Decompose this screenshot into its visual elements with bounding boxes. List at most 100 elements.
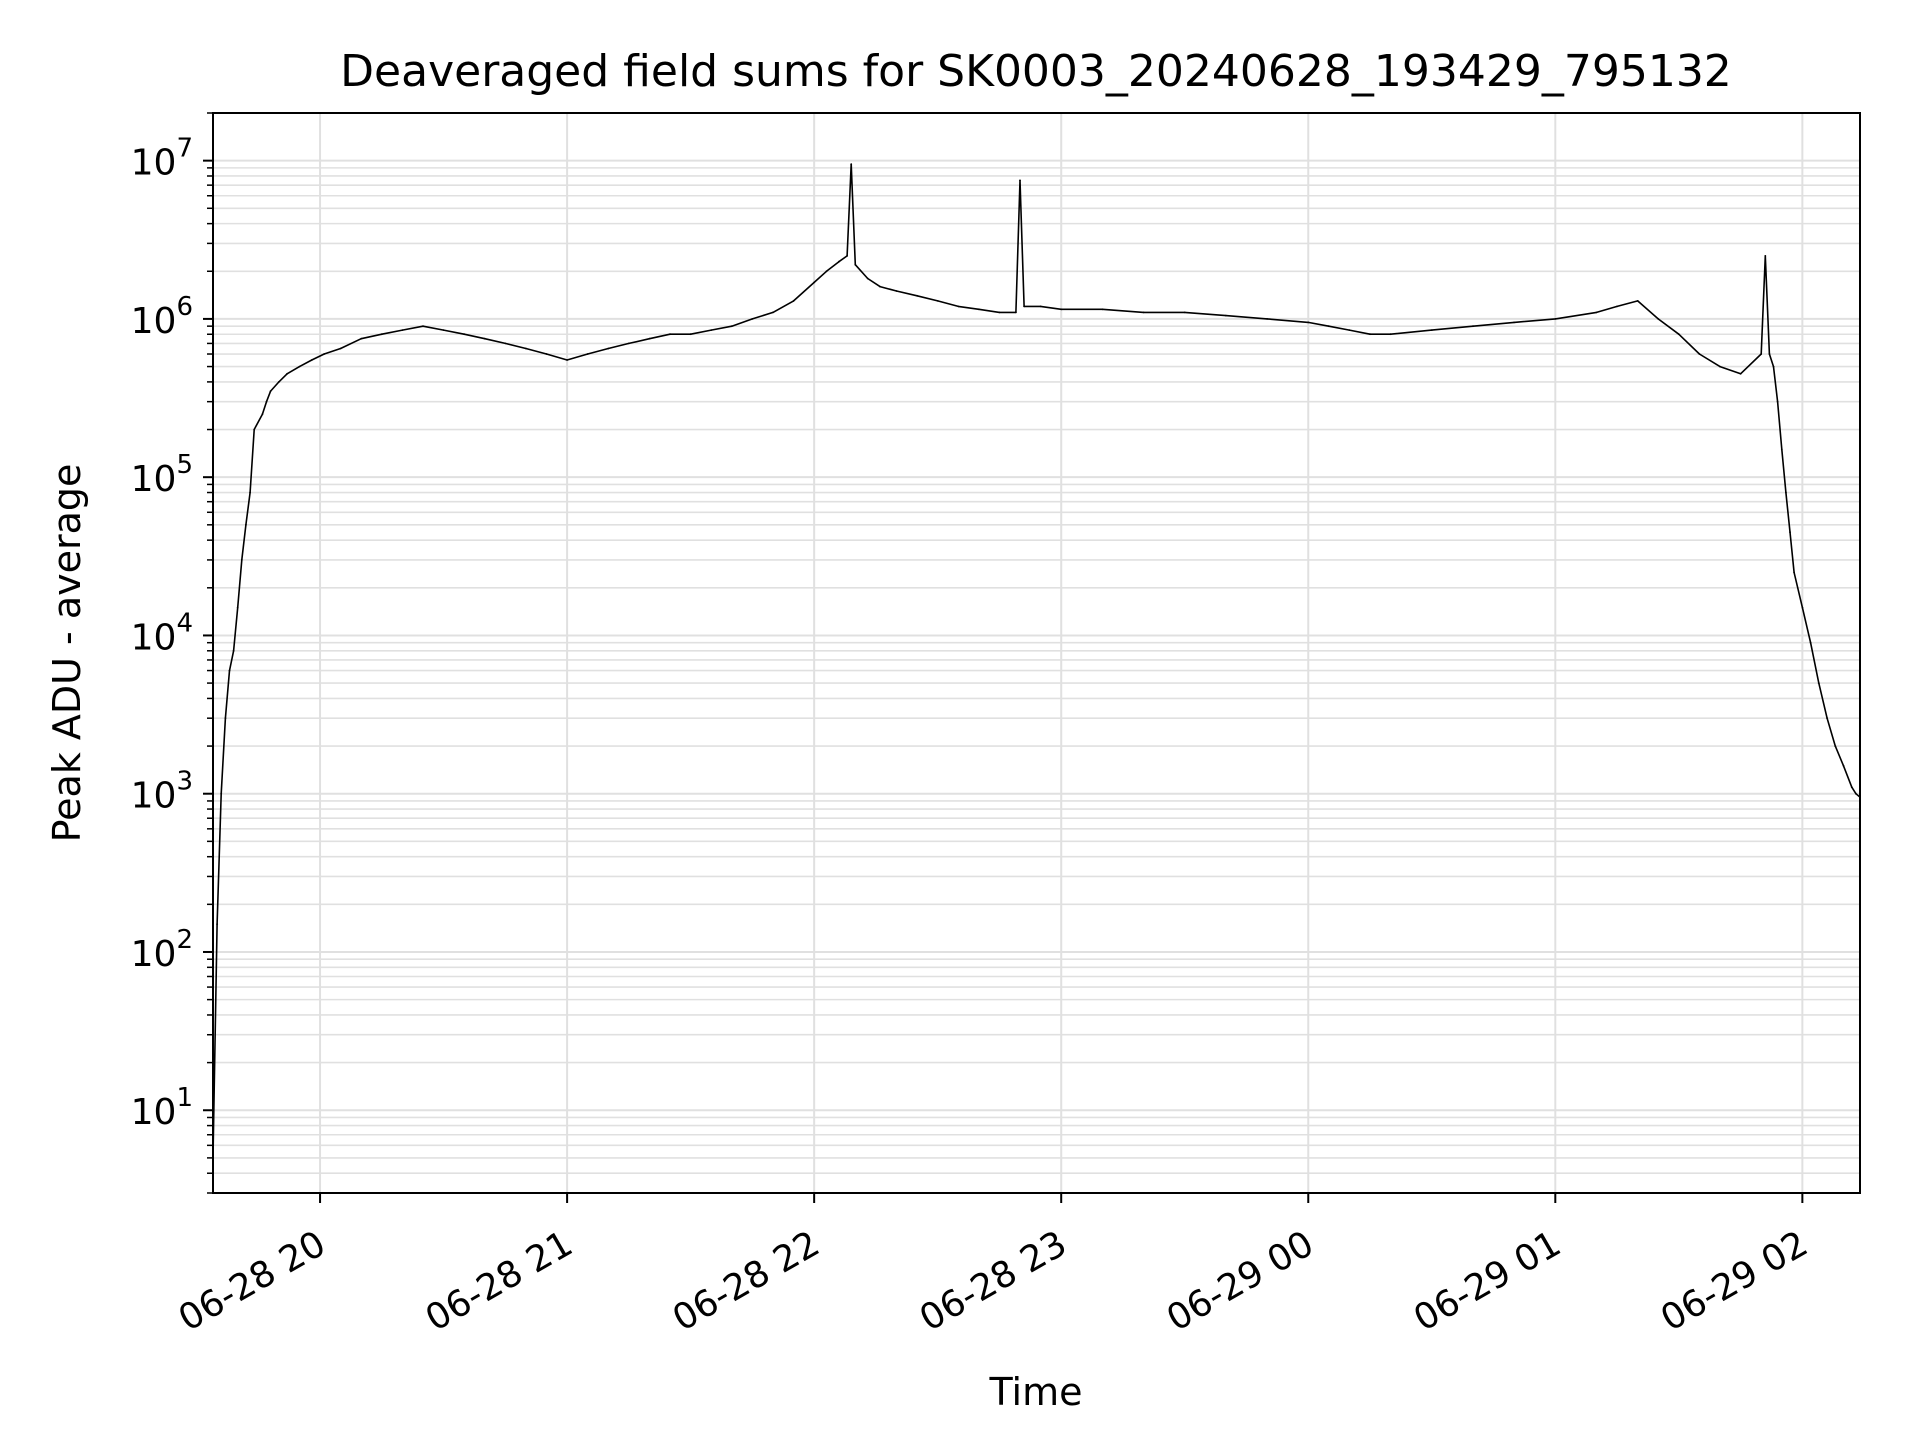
y-tick-label: 107 [131, 134, 193, 184]
data-point [545, 353, 548, 355]
data-point [866, 277, 869, 280]
data-point [1348, 329, 1351, 331]
data-point [689, 333, 692, 336]
data-point [1225, 314, 1227, 317]
series-layer [212, 163, 1861, 1159]
data-point [1789, 531, 1791, 533]
data-point [1513, 321, 1515, 324]
data-point [220, 792, 223, 795]
data-point [504, 342, 507, 345]
data-point [253, 428, 256, 431]
data-point [1060, 308, 1063, 311]
data-point [846, 255, 848, 257]
data-point [936, 300, 939, 302]
data-point [1764, 255, 1767, 257]
data-point [1776, 400, 1779, 403]
plot-frame [212, 112, 1861, 1194]
data-point [1039, 305, 1042, 308]
data-point [1719, 365, 1721, 368]
data-point [286, 372, 288, 375]
chart-title: Deaveraged field sums for SK0003_2024062… [340, 46, 1732, 97]
data-point [772, 311, 774, 314]
data-point [224, 717, 227, 720]
data-point [1266, 318, 1268, 320]
data-point [1019, 179, 1021, 182]
data-point [607, 347, 610, 350]
data-point [792, 300, 795, 302]
data-point [1842, 764, 1845, 767]
data-point [854, 263, 857, 266]
data-point [360, 337, 363, 340]
data-point [442, 329, 445, 331]
data-point [1850, 786, 1853, 789]
data-point [998, 311, 1001, 314]
grid-layer [213, 112, 1860, 1194]
data-point [1768, 353, 1771, 355]
data-point [1834, 745, 1837, 747]
data-point [730, 325, 733, 328]
data-point [1307, 321, 1310, 324]
data-point [1183, 311, 1186, 314]
data-point [1369, 333, 1371, 336]
data-point [825, 270, 828, 273]
data-point [249, 491, 252, 494]
data-point [751, 318, 754, 320]
data-point [957, 305, 960, 308]
data-point [422, 325, 424, 328]
data-point [838, 260, 840, 263]
y-tick-label: 106 [131, 292, 193, 342]
data-point [1616, 305, 1618, 308]
data-point [232, 649, 235, 652]
data-point [1793, 571, 1795, 574]
data-point [525, 347, 527, 350]
data-point [1657, 318, 1660, 320]
data-point [1677, 333, 1680, 336]
data-point [245, 523, 247, 526]
data-point [228, 669, 231, 672]
x-axis-label: Time [989, 1370, 1083, 1414]
data-point [850, 163, 853, 166]
data-point [1809, 641, 1812, 644]
y-tick-label: 104 [131, 608, 193, 658]
y-tick-label: 101 [131, 1083, 193, 1133]
data-point [261, 413, 264, 416]
y-tick-layer: 101 102 103 104 105 106 107 [131, 112, 213, 1194]
y-axis-label: Peak ADU - average [45, 464, 89, 843]
data-point [1595, 311, 1598, 314]
data-point [483, 337, 486, 340]
data-point [1772, 365, 1775, 368]
data-point [1826, 717, 1828, 720]
data-point [236, 606, 239, 609]
data-point [240, 559, 243, 561]
data-point [1472, 325, 1474, 328]
data-point [916, 294, 918, 297]
data-point [1760, 353, 1763, 355]
data-point [1389, 333, 1392, 336]
data-point [1739, 372, 1742, 375]
data-point [380, 333, 383, 336]
data-point [1015, 311, 1017, 314]
data-point [669, 333, 671, 336]
data-point [269, 390, 272, 392]
data-point [339, 347, 342, 350]
data-point [813, 281, 816, 284]
data-point [1554, 318, 1557, 320]
data-point [586, 353, 589, 355]
data-point [216, 923, 219, 925]
data-point [710, 329, 713, 331]
data-point [1101, 308, 1104, 311]
data-point [298, 365, 301, 368]
data-point [463, 333, 466, 336]
data-point [1855, 792, 1857, 795]
data-point [323, 353, 326, 355]
data-point [566, 359, 568, 361]
data-point [978, 308, 980, 311]
data-point [895, 290, 898, 292]
data-point [1023, 305, 1025, 308]
y-tick-label: 105 [131, 450, 193, 500]
data-point [1636, 300, 1639, 302]
data-point [265, 400, 268, 403]
data-point [628, 342, 630, 345]
